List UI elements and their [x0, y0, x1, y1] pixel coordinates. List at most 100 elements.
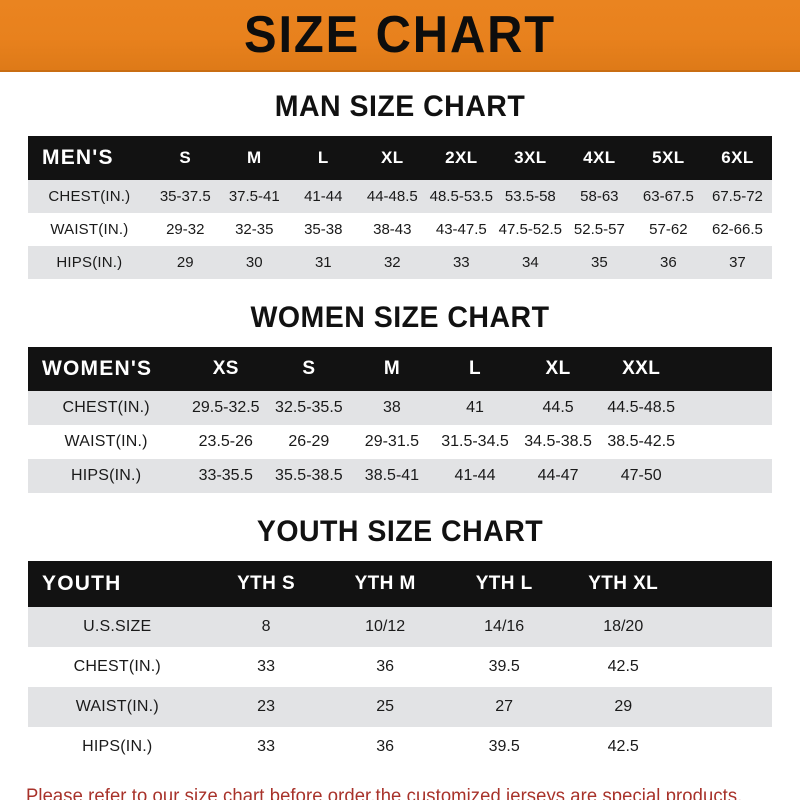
table-cell: 27 [495, 698, 514, 715]
youth-chart-wrap: YOUTH YTH S YTH M YTH L YTH XL U.S.SIZE 8 10/… [0, 561, 800, 767]
men-column-header-5xl: 5XL [652, 148, 685, 167]
table-cell: 31.5-34.5 [441, 433, 509, 450]
men-column-header-xl: XL [381, 148, 404, 167]
women-column-header-l: L [469, 358, 482, 379]
table-cell: 63-67.5 [642, 188, 694, 205]
table-cell-spacer [683, 391, 772, 425]
table-cell: 33 [257, 738, 275, 755]
table-cell: 33 [257, 658, 275, 675]
man-chart-wrap: MEN'S S M L XL 2XL 3XL 4XL 5XL 6XL CHEST(IN.) 35-… [0, 136, 800, 279]
women-column-header-spacer [683, 347, 772, 391]
women-header-row: WOMEN'S XS S M L XL XXL [28, 347, 772, 391]
table-row: U.S.SIZE 8 10/12 14/16 18/20 [28, 607, 772, 647]
youth-column-header-yth-l: YTH L [475, 573, 533, 594]
table-cell: 23.5-26 [198, 433, 253, 450]
table-cell: 8 [261, 618, 271, 635]
table-cell: 23 [257, 698, 275, 715]
table-cell: 10/12 [365, 618, 406, 635]
table-cell: 29 [614, 698, 633, 715]
table-cell: 36 [376, 658, 395, 675]
table-row: CHEST(IN.) 33 36 39.5 42.5 [28, 647, 772, 687]
order-policy-notice: Please refer to our size chart before or… [26, 783, 752, 800]
table-cell: 32-35 [235, 221, 274, 238]
table-cell: 37.5-41 [228, 188, 280, 205]
table-cell: 29-31.5 [364, 433, 420, 450]
youth-column-header-spacer [683, 561, 772, 607]
table-cell-spacer [683, 687, 772, 727]
table-cell: 47-50 [620, 467, 662, 484]
table-cell: 29.5-32.5 [191, 399, 260, 416]
men-column-header-l: L [317, 148, 329, 167]
table-cell: 18/20 [603, 618, 644, 635]
table-cell: 25 [376, 698, 395, 715]
table-cell: 44.5 [542, 399, 574, 416]
table-cell: 39.5 [488, 738, 520, 755]
youth-row-label-hips-in-: HIPS(IN.) [82, 738, 153, 755]
youth-table-body: U.S.SIZE 8 10/12 14/16 18/20 CHEST(IN.) 33 36 3… [28, 607, 772, 767]
table-cell: 35.5-38.5 [275, 467, 343, 484]
table-cell: 41-44 [454, 467, 496, 484]
table-cell: 35-38 [304, 221, 343, 238]
women-corner-label: WOMEN'S [42, 357, 153, 380]
table-cell: 57-62 [649, 221, 688, 238]
women-column-header-s: S [302, 358, 316, 379]
youth-row-label-waist-in-: WAIST(IN.) [75, 698, 159, 715]
table-cell: 33-35.5 [198, 467, 253, 484]
table-row: HIPS(IN.) 29 30 31 32 33 34 35 36 37 [28, 246, 772, 279]
table-cell: 38 [383, 399, 401, 416]
table-cell: 38.5-42.5 [607, 433, 675, 450]
table-cell: 29-32 [166, 221, 205, 238]
table-cell: 48.5-53.5 [429, 188, 494, 205]
youth-size-table: YOUTH YTH S YTH M YTH L YTH XL U.S.SIZE 8 10/… [28, 561, 772, 767]
table-row: WAIST(IN.) 29-32 32-35 35-38 38-43 43-47.5 47.… [28, 213, 772, 246]
table-cell: 30 [245, 254, 263, 271]
table-cell: 43-47.5 [435, 221, 487, 238]
table-cell: 34.5-38.5 [524, 433, 592, 450]
table-cell: 42.5 [607, 658, 639, 675]
table-cell: 38.5-41 [364, 467, 420, 484]
table-cell-spacer [683, 459, 772, 493]
youth-column-header-yth-xl: YTH XL [588, 573, 659, 594]
table-cell: 67.5-72 [712, 188, 763, 205]
table-cell: 53.5-58 [504, 188, 556, 205]
table-cell: 14/16 [484, 618, 525, 635]
table-cell: 35 [591, 254, 608, 271]
women-table-head: WOMEN'S XS S M L XL XXL [28, 347, 772, 391]
table-cell: 36 [660, 254, 677, 271]
table-cell: 47.5-52.5 [498, 221, 563, 238]
table-cell-spacer [683, 647, 772, 687]
notice-line-1: Please refer to our size chart before or… [26, 786, 743, 800]
youth-column-header-yth-s: YTH S [237, 573, 296, 594]
table-cell: 29 [176, 254, 194, 271]
women-size-table: WOMEN'S XS S M L XL XXL CHEST(IN.) 29.5-32.5 32… [28, 347, 772, 493]
youth-corner-label: YOUTH [42, 572, 122, 595]
table-cell: 44-47 [537, 467, 579, 484]
table-cell: 32 [383, 254, 401, 271]
table-cell: 37 [729, 254, 746, 271]
men-row-label-chest-in-: CHEST(IN.) [48, 188, 131, 205]
table-cell: 44.5-48.5 [607, 399, 675, 416]
youth-row-label-chest-in-: CHEST(IN.) [73, 658, 161, 675]
table-cell: 44-48.5 [366, 188, 418, 205]
men-column-header-6xl: 6XL [721, 148, 754, 167]
table-cell: 36 [376, 738, 395, 755]
page-title: SIZE CHART [243, 6, 557, 64]
men-column-header-2xl: 2XL [445, 148, 478, 167]
men-table-body: CHEST(IN.) 35-37.5 37.5-41 41-44 44-48.5 48.5… [28, 180, 772, 279]
women-section-title: WOMEN SIZE CHART [250, 301, 550, 334]
table-cell: 33 [452, 254, 470, 271]
youth-section-title: YOUTH SIZE CHART [256, 515, 544, 548]
youth-row-label-u-s-size: U.S.SIZE [83, 618, 152, 635]
table-cell: 26-29 [288, 433, 330, 450]
table-cell: 41-44 [304, 188, 343, 205]
table-cell: 41 [466, 399, 484, 416]
table-cell: 39.5 [488, 658, 520, 675]
men-row-label-waist-in-: WAIST(IN.) [50, 221, 129, 238]
table-cell: 62-66.5 [712, 221, 763, 238]
women-column-header-xs: XS [212, 358, 239, 379]
youth-table-head: YOUTH YTH S YTH M YTH L YTH XL [28, 561, 772, 607]
table-cell: 34 [521, 254, 539, 271]
table-cell-spacer [683, 607, 772, 647]
men-corner-label: MEN'S [42, 146, 114, 169]
